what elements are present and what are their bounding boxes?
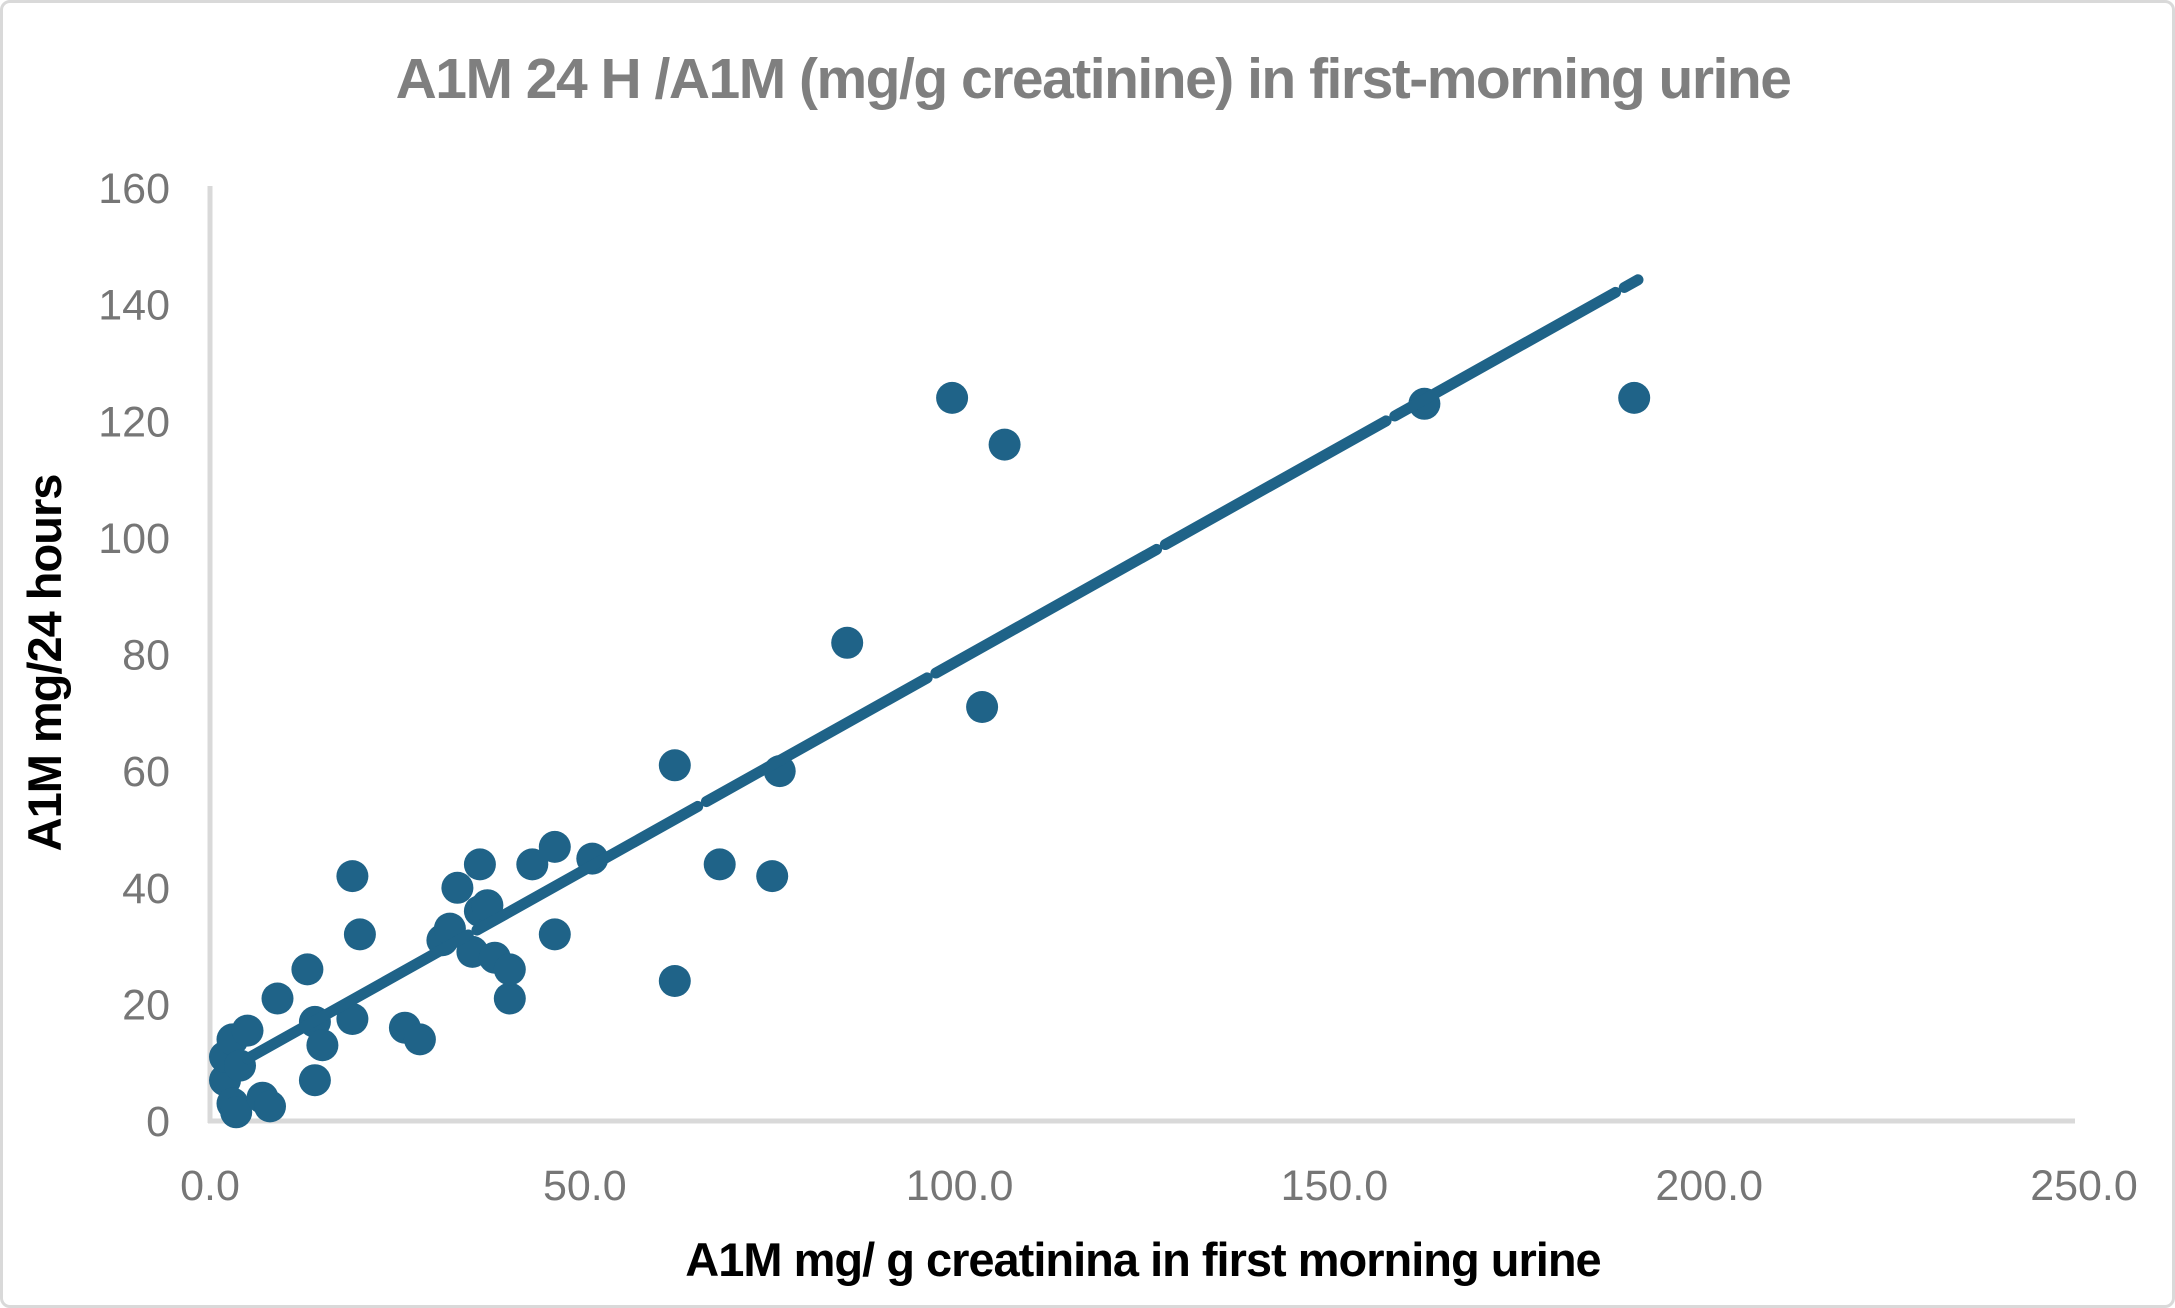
data-point <box>291 953 324 986</box>
y-tick-label: 140 <box>98 282 170 330</box>
y-tick-label: 20 <box>122 981 170 1029</box>
data-point <box>254 1090 286 1123</box>
data-point <box>231 1014 264 1047</box>
data-point <box>463 848 496 881</box>
trendline <box>242 274 1644 1065</box>
data-point <box>493 953 526 986</box>
scatter-points <box>209 381 1651 1129</box>
x-axis-tick-labels: 0.0 50.0 100.0 150.0 200.0 250.0 <box>180 1162 2138 1210</box>
data-point <box>966 691 999 723</box>
data-point <box>441 871 474 904</box>
x-tick-label: 250.0 <box>2030 1162 2138 1210</box>
data-point <box>471 889 504 922</box>
data-point <box>1618 381 1651 414</box>
data-point <box>658 749 691 782</box>
data-point <box>336 860 369 893</box>
data-point <box>220 1096 253 1129</box>
y-tick-label: 120 <box>98 398 170 446</box>
x-tick-label: 200.0 <box>1655 1162 1763 1210</box>
data-point <box>538 918 571 951</box>
data-point <box>988 428 1021 461</box>
data-point <box>403 1023 436 1056</box>
x-axis-title: A1M mg/ g creatinina in first morning ur… <box>685 1233 1600 1286</box>
trendline-segment <box>242 274 1644 1065</box>
x-tick-label: 50.0 <box>543 1162 627 1210</box>
data-point <box>756 860 789 893</box>
data-point <box>493 982 526 1015</box>
data-point <box>703 848 736 881</box>
scatter-chart: A1M 24 H /A1M (mg/g creatinine) in first… <box>18 47 2138 1286</box>
y-axis-title: A1M mg/24 hours <box>18 475 71 852</box>
data-point <box>336 1003 369 1035</box>
data-point <box>298 1064 331 1097</box>
x-tick-label: 150.0 <box>1281 1162 1389 1210</box>
y-tick-label: 60 <box>122 748 170 796</box>
x-tick-label: 100.0 <box>906 1162 1014 1210</box>
y-tick-label: 160 <box>98 165 170 213</box>
data-point <box>261 982 294 1015</box>
y-tick-label: 80 <box>122 632 170 680</box>
data-point <box>538 830 571 863</box>
y-axis-tick-labels: 0 20 40 60 80 100 120 140 160 <box>98 165 170 1146</box>
data-point <box>306 1029 339 1062</box>
y-tick-label: 100 <box>98 515 170 563</box>
data-point <box>831 626 864 659</box>
data-point <box>658 965 691 997</box>
x-tick-label: 0.0 <box>180 1162 240 1210</box>
y-tick-label: 0 <box>146 1098 170 1146</box>
data-point <box>936 381 969 414</box>
data-point <box>343 918 376 951</box>
data-point <box>516 848 549 881</box>
y-tick-label: 40 <box>122 865 170 913</box>
chart-title: A1M 24 H /A1M (mg/g creatinine) in first… <box>396 47 1791 111</box>
